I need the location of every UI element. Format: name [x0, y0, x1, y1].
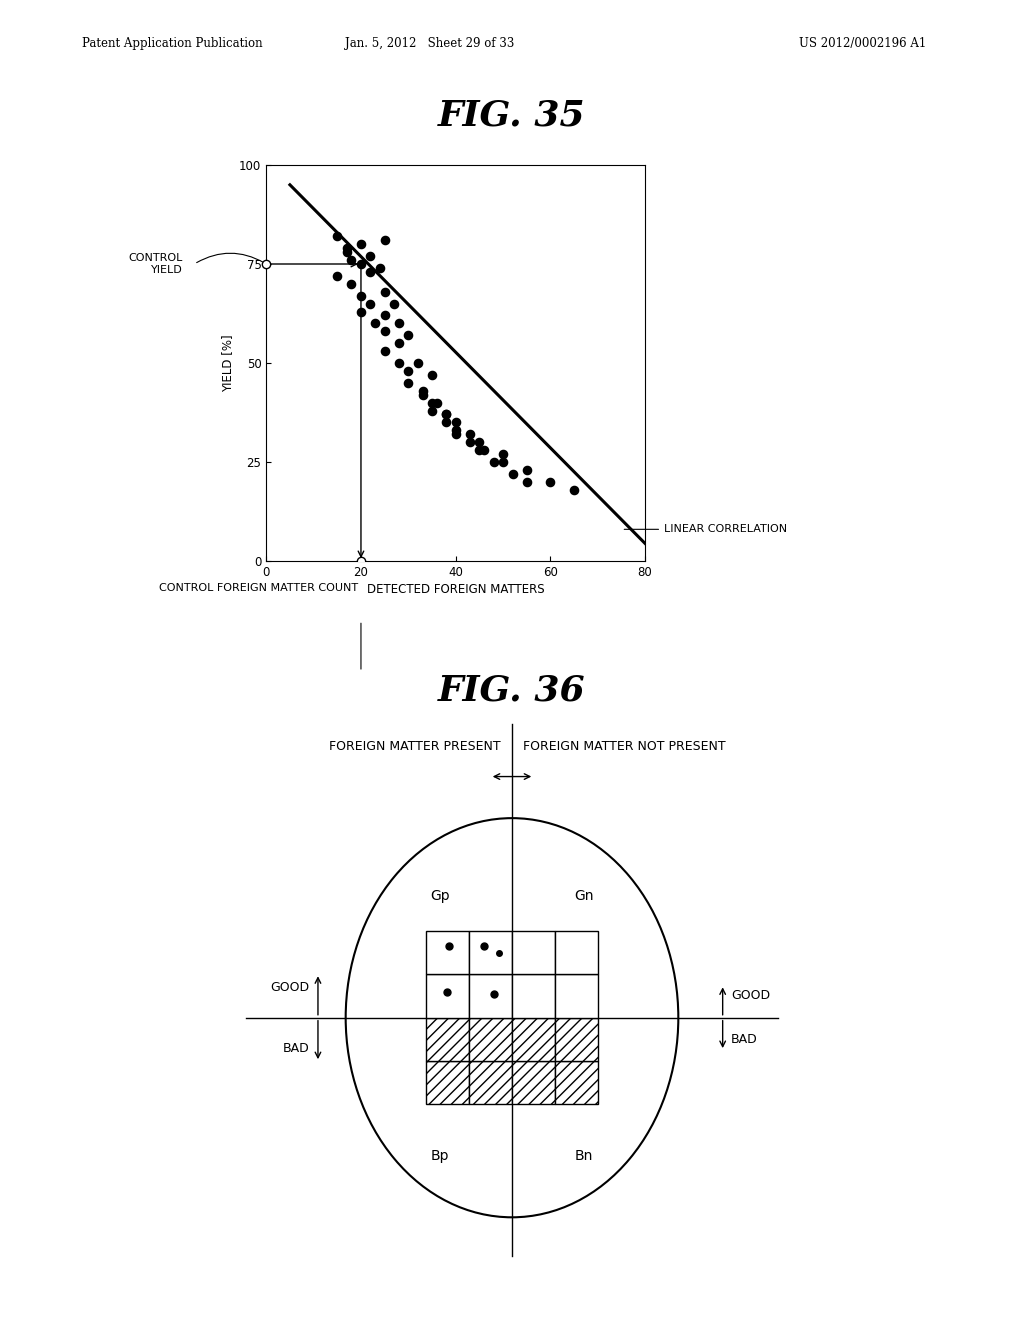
- Text: CONTROL FOREIGN MATTER COUNT: CONTROL FOREIGN MATTER COUNT: [159, 583, 357, 594]
- Point: [367, 313, 383, 334]
- Point: [362, 246, 379, 267]
- Text: FOREIGN MATTER NOT PRESENT: FOREIGN MATTER NOT PRESENT: [523, 739, 726, 752]
- Point: [476, 440, 493, 461]
- Point: [566, 479, 583, 500]
- Point: [362, 261, 379, 282]
- Point: [518, 459, 535, 480]
- Point: [343, 249, 359, 271]
- Point: [377, 230, 393, 251]
- Point: [329, 226, 345, 247]
- Point: [377, 321, 393, 342]
- Point: [329, 265, 345, 286]
- Text: US 2012/0002196 A1: US 2012/0002196 A1: [799, 37, 926, 50]
- Bar: [469, 1018, 512, 1061]
- Bar: [469, 974, 512, 1018]
- Text: FOREIGN MATTER PRESENT: FOREIGN MATTER PRESENT: [330, 739, 501, 752]
- Point: [377, 341, 393, 362]
- Point: [377, 281, 393, 302]
- Point: [400, 360, 417, 381]
- Point: [377, 305, 393, 326]
- Text: Bn: Bn: [574, 1150, 593, 1163]
- Bar: [555, 931, 598, 974]
- Point: [391, 333, 408, 354]
- Point: [391, 352, 408, 374]
- Point: [438, 404, 455, 425]
- Text: GOOD: GOOD: [731, 989, 770, 1002]
- Point: [352, 234, 370, 255]
- Point: [495, 444, 511, 465]
- Bar: [426, 931, 469, 974]
- Bar: [469, 1061, 512, 1105]
- Point: [504, 463, 520, 484]
- Point: [415, 380, 431, 401]
- Bar: [512, 1018, 555, 1061]
- Point: [424, 392, 440, 413]
- Bar: [512, 974, 555, 1018]
- Point: [462, 432, 478, 453]
- Text: Gn: Gn: [574, 888, 594, 903]
- Point: [462, 424, 478, 445]
- Point: [438, 412, 455, 433]
- Bar: [512, 931, 555, 974]
- Text: Patent Application Publication: Patent Application Publication: [82, 37, 262, 50]
- X-axis label: DETECTED FOREIGN MATTERS: DETECTED FOREIGN MATTERS: [367, 583, 545, 597]
- Bar: [426, 1018, 469, 1061]
- Point: [343, 273, 359, 294]
- Point: [352, 285, 370, 306]
- Bar: [426, 974, 469, 1018]
- Point: [447, 412, 464, 433]
- Point: [518, 471, 535, 492]
- Point: [415, 384, 431, 405]
- Text: BAD: BAD: [283, 1041, 309, 1055]
- Bar: [426, 1061, 469, 1105]
- Text: Gp: Gp: [430, 888, 450, 903]
- Bar: [555, 1061, 598, 1105]
- Point: [391, 313, 408, 334]
- Point: [495, 451, 511, 473]
- Point: [447, 424, 464, 445]
- Text: Bp: Bp: [431, 1150, 450, 1163]
- Point: [362, 293, 379, 314]
- Point: [352, 301, 370, 322]
- Point: [410, 352, 426, 374]
- Y-axis label: YIELD [%]: YIELD [%]: [220, 334, 233, 392]
- Text: LINEAR CORRELATION: LINEAR CORRELATION: [625, 524, 787, 535]
- Bar: [469, 931, 512, 974]
- Point: [438, 404, 455, 425]
- Point: [339, 238, 355, 259]
- Point: [424, 400, 440, 421]
- Point: [447, 420, 464, 441]
- Point: [386, 293, 402, 314]
- Point: [485, 451, 502, 473]
- Point: [339, 242, 355, 263]
- Text: CONTROL
YIELD: CONTROL YIELD: [128, 253, 183, 275]
- Text: BAD: BAD: [731, 1034, 758, 1047]
- Text: FIG. 35: FIG. 35: [438, 99, 586, 133]
- Point: [471, 432, 487, 453]
- Point: [400, 372, 417, 393]
- Bar: [512, 1061, 555, 1105]
- Point: [372, 257, 388, 279]
- Bar: [555, 1018, 598, 1061]
- Point: [428, 392, 444, 413]
- Point: [400, 325, 417, 346]
- Bar: [555, 974, 598, 1018]
- Point: [543, 471, 559, 492]
- Text: FIG. 36: FIG. 36: [438, 673, 586, 708]
- Text: GOOD: GOOD: [270, 981, 309, 994]
- Text: Jan. 5, 2012   Sheet 29 of 33: Jan. 5, 2012 Sheet 29 of 33: [345, 37, 515, 50]
- Point: [352, 253, 370, 275]
- Point: [471, 440, 487, 461]
- Point: [424, 364, 440, 385]
